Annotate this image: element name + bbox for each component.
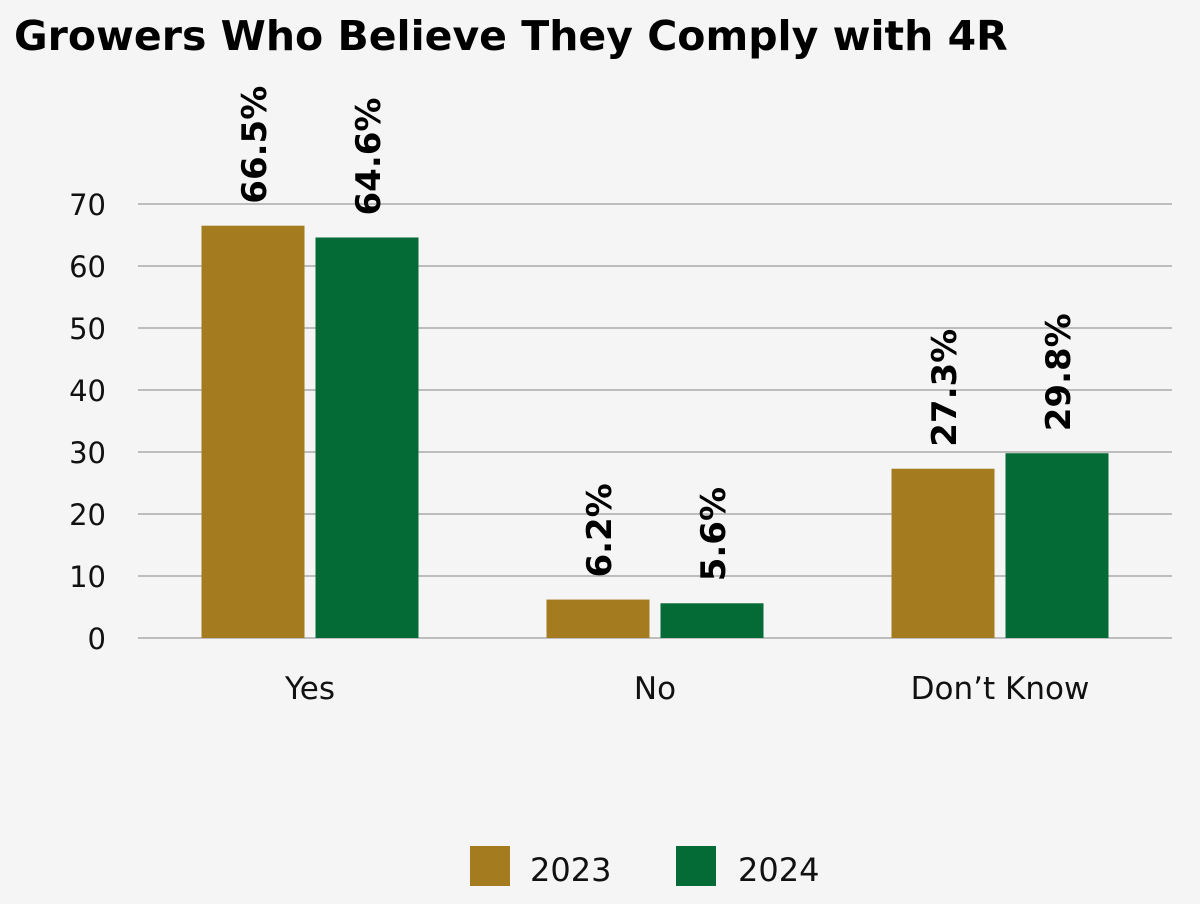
y-tick-10: 10 <box>69 560 106 594</box>
legend-label-2024: 2024 <box>738 851 819 889</box>
y-tick-0: 0 <box>88 622 106 656</box>
y-tick-30: 30 <box>69 436 106 470</box>
data-label-yes-2023: 66.5% <box>235 86 275 204</box>
data-labels: 66.5% 64.6% 6.2% 5.6% 27.3% 29.8% <box>235 86 1079 582</box>
legend: 2023 2024 <box>470 846 819 889</box>
bar-yes-2024 <box>315 237 419 639</box>
chart-title: Growers Who Believe They Comply with 4R <box>14 12 1008 60</box>
y-tick-40: 40 <box>69 374 106 408</box>
x-axis-categories: Yes No Don’t Know <box>284 671 1089 707</box>
y-tick-60: 60 <box>69 250 106 284</box>
y-tick-70: 70 <box>69 188 106 222</box>
legend-swatch-2023 <box>470 846 510 886</box>
bar-no-2023 <box>546 599 650 638</box>
data-label-don-t-know-2024: 29.8% <box>1039 313 1079 431</box>
y-tick-50: 50 <box>69 312 106 346</box>
data-label-don-t-know-2023: 27.3% <box>925 329 965 447</box>
gridlines <box>138 203 1172 639</box>
bar-no-2024 <box>660 603 764 638</box>
y-axis-ticks: 0 10 20 30 40 50 60 70 <box>69 188 106 656</box>
legend-swatch-2024 <box>676 846 716 886</box>
data-label-no-2023: 6.2% <box>580 483 620 577</box>
bar-don-t-know-2023 <box>891 468 995 638</box>
bar-don-t-know-2024 <box>1005 453 1109 638</box>
x-category-1: No <box>634 671 676 707</box>
legend-label-2023: 2023 <box>530 851 611 889</box>
x-category-2: Don’t Know <box>911 671 1090 707</box>
bars <box>201 225 1109 639</box>
data-label-no-2024: 5.6% <box>694 487 734 581</box>
y-tick-20: 20 <box>69 498 106 532</box>
bar-yes-2023 <box>201 225 305 638</box>
data-label-yes-2024: 64.6% <box>349 98 389 216</box>
x-category-0: Yes <box>284 671 335 707</box>
